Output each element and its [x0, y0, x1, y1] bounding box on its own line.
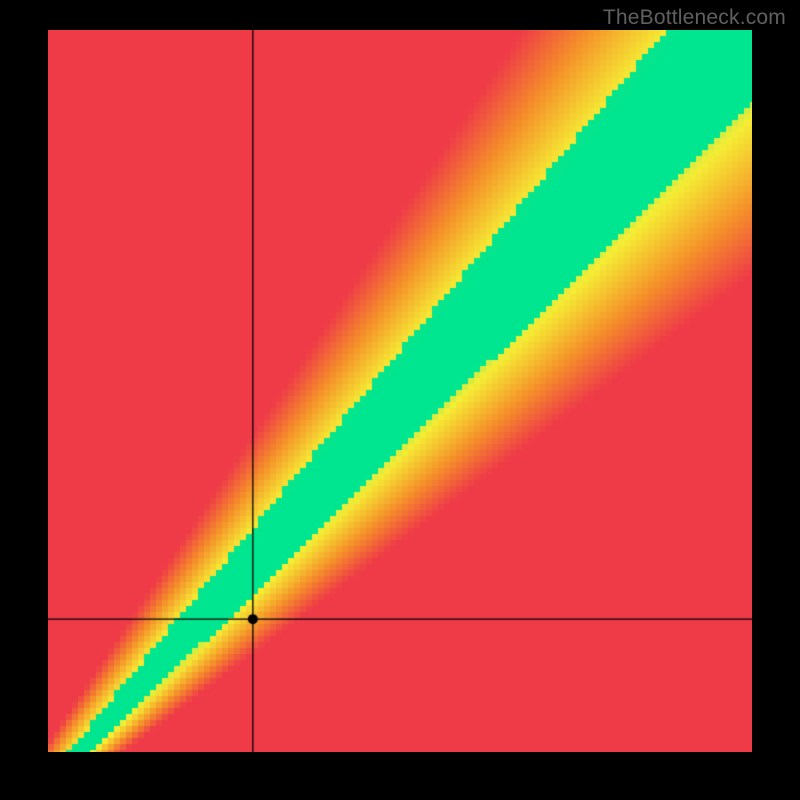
- chart-container: TheBottleneck.com: [0, 0, 800, 800]
- heatmap-plot: [48, 30, 752, 752]
- heatmap-canvas: [48, 30, 752, 752]
- watermark-text: TheBottleneck.com: [603, 6, 786, 30]
